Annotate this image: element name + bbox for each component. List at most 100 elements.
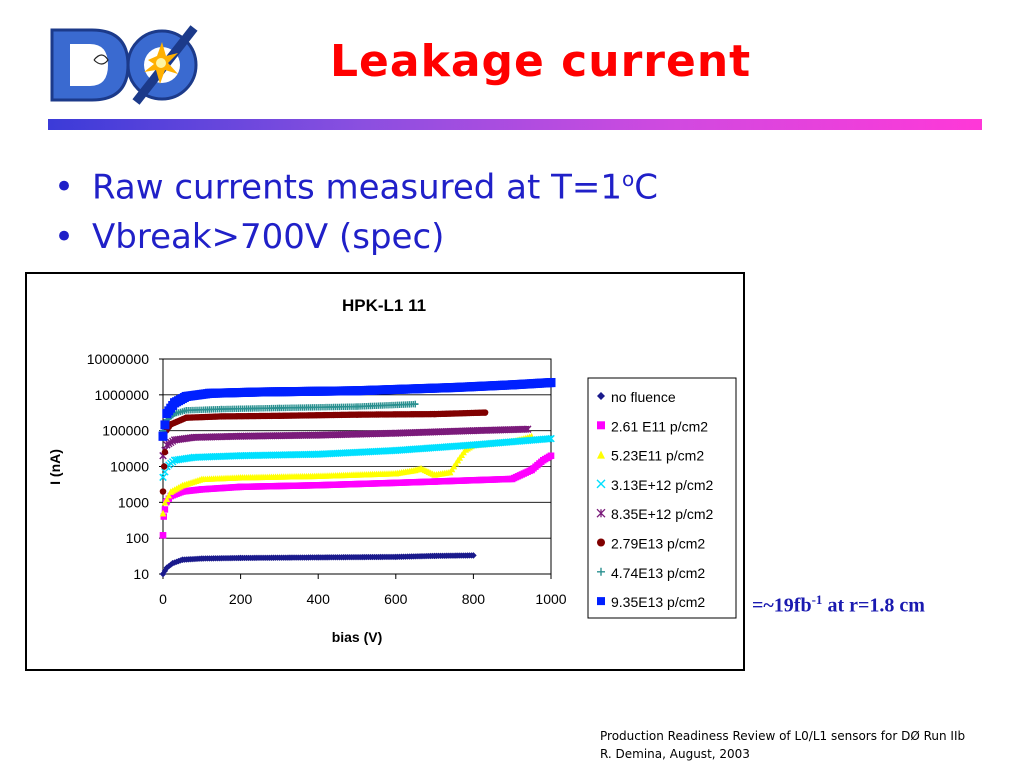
data-point xyxy=(431,552,438,560)
y-tick-label: 10 xyxy=(133,566,149,582)
legend-entry: 4.74E13 p/cm2 xyxy=(611,565,705,581)
data-point xyxy=(392,479,399,487)
legend-entry: 5.23E11 p/cm2 xyxy=(611,448,704,464)
data-point xyxy=(449,383,459,393)
data-point xyxy=(431,478,438,485)
data-point xyxy=(462,446,469,453)
data-point xyxy=(412,466,419,474)
d0-logo xyxy=(44,20,210,110)
data-point xyxy=(183,414,190,421)
data-point xyxy=(276,404,283,412)
data-point xyxy=(528,466,535,474)
data-point xyxy=(163,564,171,571)
data-point xyxy=(161,468,169,476)
data-point xyxy=(353,403,361,410)
note-suffix: at r=1.8 cm xyxy=(822,594,925,617)
legend-entry: no fluence xyxy=(611,389,676,405)
x-tick-label: 600 xyxy=(384,591,408,607)
data-point xyxy=(469,441,478,449)
legend-swatch xyxy=(596,479,606,489)
data-point xyxy=(353,411,361,418)
bullet-tail: C xyxy=(634,167,659,208)
data-point xyxy=(183,407,190,414)
bullet-dot-icon: • xyxy=(54,167,75,208)
x-tick-label: 200 xyxy=(229,591,253,607)
data-point xyxy=(170,436,179,444)
data-point xyxy=(179,488,186,495)
note-superscript: -1 xyxy=(811,592,823,607)
data-point xyxy=(237,474,244,481)
tick-layer: 10 100 1000 10000 100000 1000000 10000000 0 200 4… xyxy=(87,351,567,607)
legend-frame xyxy=(587,377,737,619)
series-group xyxy=(159,409,489,495)
data-point xyxy=(392,446,400,455)
legend: no fluence 2.61 E11 p/cm2 5.23E11 p/cm2 3.1… xyxy=(587,377,737,619)
title-divider xyxy=(48,119,982,130)
series-layer xyxy=(158,378,556,578)
legend-swatch xyxy=(597,597,605,606)
data-point xyxy=(181,391,191,401)
y-tick-label: 100000 xyxy=(102,423,149,439)
data-point xyxy=(236,432,245,440)
legend-swatch xyxy=(597,421,605,430)
data-point xyxy=(179,482,186,489)
data-point xyxy=(198,475,205,483)
legend-entry: 8.35E+12 p/cm2 xyxy=(611,506,714,522)
legend-entry: 3.13E+12 p/cm2 xyxy=(611,477,714,493)
data-point xyxy=(205,388,215,398)
legend-entry: 9.35E13 p/cm2 xyxy=(611,594,705,610)
series-group xyxy=(159,434,555,481)
legend-swatch xyxy=(597,392,605,400)
series-group xyxy=(159,425,532,460)
bullet-list: • Raw currents measured at T=1oC • Vbreak>… xyxy=(54,150,658,266)
data-point xyxy=(469,427,478,435)
x-tick-label: 0 xyxy=(159,591,167,607)
footer-line: Production Readiness Review of L0/L1 sen… xyxy=(600,729,966,743)
d0-logo-graphic xyxy=(44,20,210,110)
bullet-text: Raw currents measured at T=1 xyxy=(92,167,623,208)
data-point xyxy=(276,412,283,419)
data-point xyxy=(315,472,322,480)
luminosity-note: =~19fb-1 at r=1.8 cm xyxy=(752,592,925,618)
data-point xyxy=(159,532,167,539)
footer: Production Readiness Review of L0/L1 sen… xyxy=(600,727,965,763)
legend-swatch xyxy=(597,538,605,547)
data-point xyxy=(509,475,516,483)
chart-title: HPK-L1 11 xyxy=(342,296,426,315)
data-point xyxy=(161,506,169,513)
legend-entry: 2.79E13 p/cm2 xyxy=(611,536,705,552)
leakage-chart: HPK-L1 11 bias (V) I (nA) 10100100010000… xyxy=(47,296,737,645)
series-group xyxy=(159,452,555,539)
x-axis-label: bias (V) xyxy=(332,629,383,645)
y-axis-label: I (nA) xyxy=(47,449,63,485)
data-point xyxy=(161,499,169,506)
legend-swatch xyxy=(596,508,606,518)
data-point xyxy=(190,453,198,462)
data-point xyxy=(481,409,489,416)
data-point xyxy=(165,491,173,499)
footer-line: R. Demina, August, 2003 xyxy=(600,747,750,761)
data-point xyxy=(167,561,174,568)
chart-container: HPK-L1 11 bias (V) I (nA) 10 100 1000 10000… xyxy=(25,272,745,671)
series-group xyxy=(159,400,419,434)
data-point xyxy=(237,483,244,491)
data-point xyxy=(431,410,438,418)
legend-entry: 2.61 E11 p/cm2 xyxy=(611,418,708,434)
data-point xyxy=(507,380,517,390)
series-group xyxy=(159,552,477,578)
bullet-item: • Raw currents measured at T=1oC xyxy=(54,150,658,208)
y-tick-label: 10000000 xyxy=(87,351,150,367)
data-point xyxy=(545,435,553,443)
data-point xyxy=(170,456,179,464)
data-point xyxy=(540,456,547,464)
data-point xyxy=(160,513,167,520)
data-point xyxy=(159,509,167,517)
data-point xyxy=(160,463,168,470)
y-tick-label: 1000000 xyxy=(94,387,149,403)
data-point xyxy=(167,488,174,495)
data-point xyxy=(314,450,322,458)
data-point xyxy=(159,473,167,481)
series-group xyxy=(158,378,556,441)
data-point xyxy=(547,452,555,459)
data-point xyxy=(218,405,225,413)
